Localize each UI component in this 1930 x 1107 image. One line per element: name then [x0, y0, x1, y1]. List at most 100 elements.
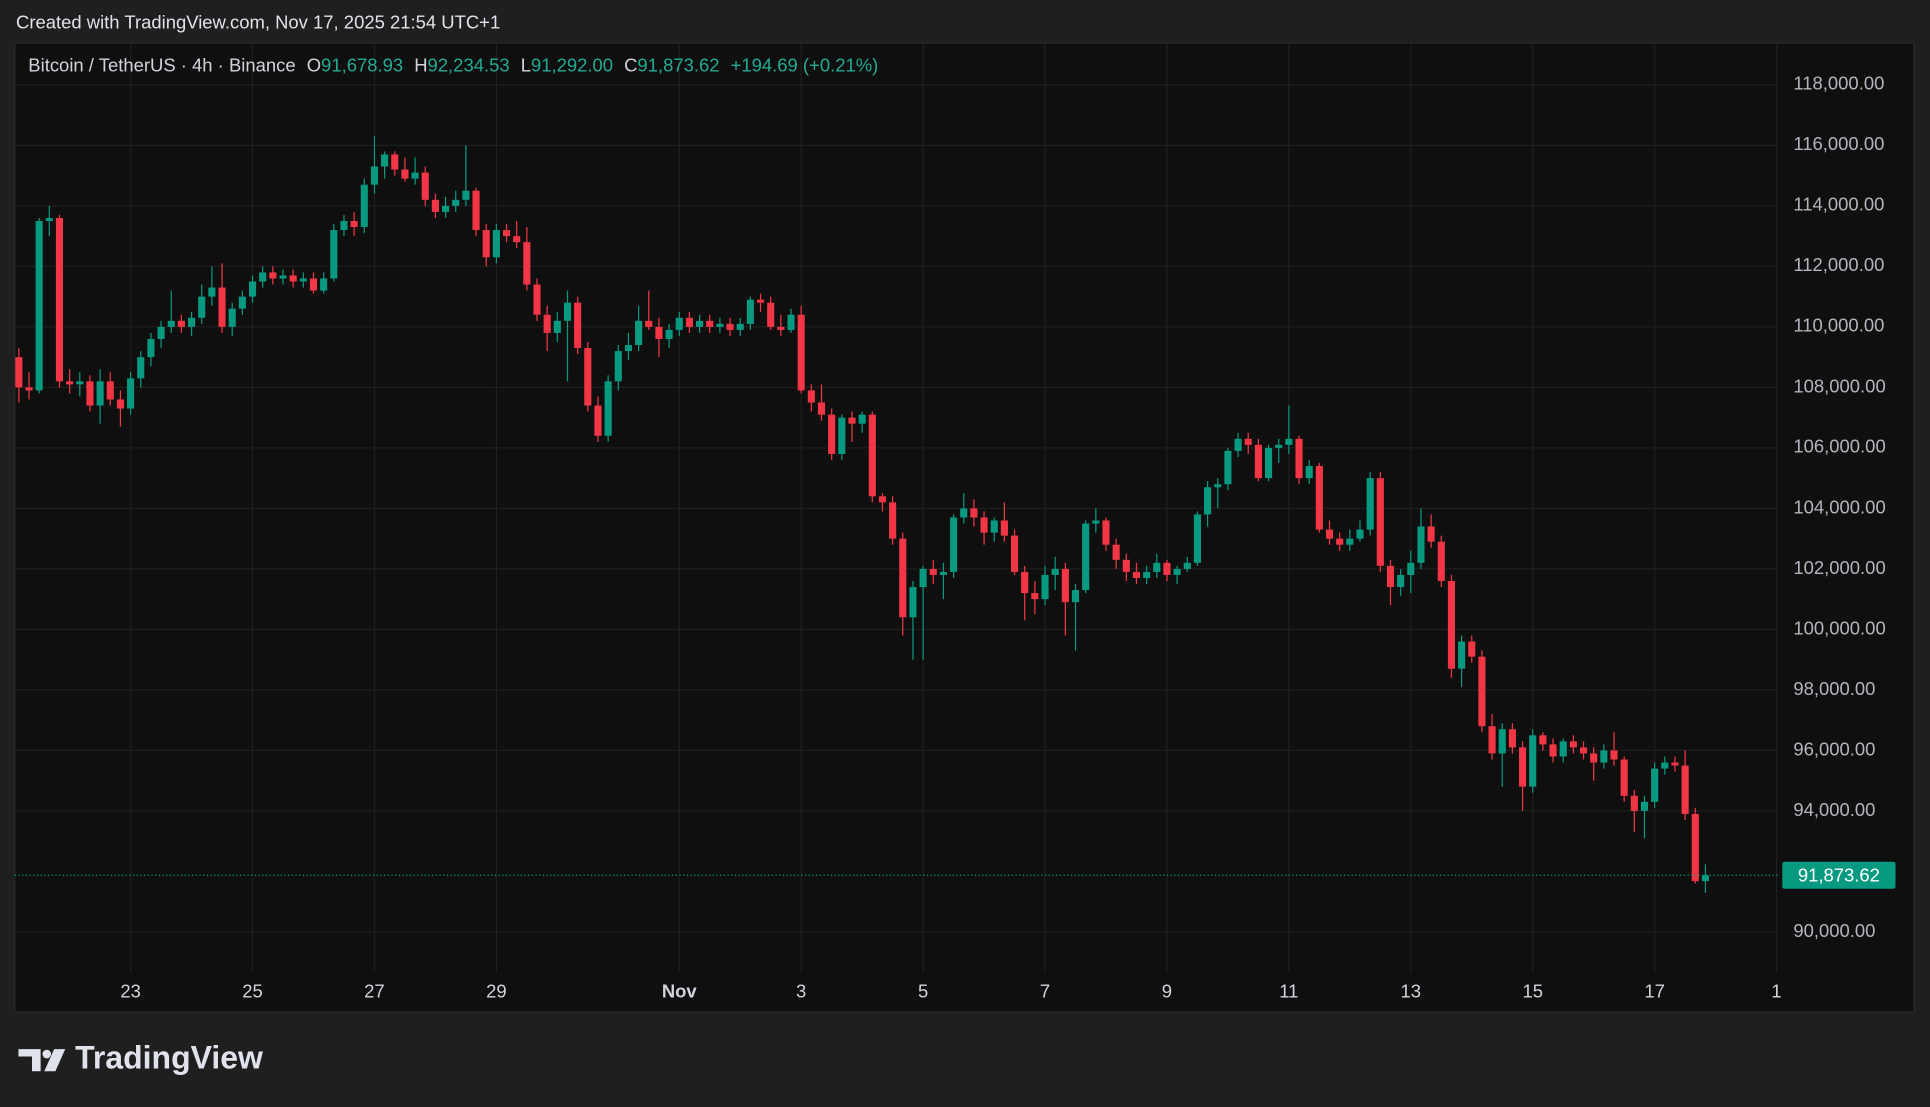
- ohlc-key: H: [414, 54, 427, 75]
- y-tick-label: 116,000.00: [1793, 133, 1884, 154]
- candle-body: [980, 517, 988, 533]
- candle-body: [1620, 759, 1628, 796]
- candle-body: [1153, 562, 1161, 572]
- candle-body: [1041, 574, 1049, 600]
- candle-body: [1254, 444, 1262, 479]
- candle-body: [746, 299, 754, 324]
- y-tick-label: 98,000.00: [1793, 678, 1875, 699]
- y-tick-label: 104,000.00: [1793, 496, 1885, 517]
- candle-body: [45, 217, 53, 221]
- y-tick-label: 90,000.00: [1793, 920, 1875, 941]
- candle-body: [157, 326, 165, 339]
- candle-body: [858, 414, 866, 424]
- candle-body: [269, 272, 277, 279]
- candle-body: [817, 402, 826, 415]
- candle-body: [939, 571, 947, 575]
- candle-body: [655, 326, 663, 339]
- x-tick-label: 23: [120, 980, 141, 1001]
- candle-body: [1529, 735, 1537, 787]
- x-tick-label: Nov: [662, 980, 698, 1001]
- candle-body: [452, 199, 460, 206]
- candle-body: [1275, 444, 1283, 448]
- candle-body: [1579, 747, 1588, 754]
- candle-body: [909, 587, 917, 618]
- candle-body: [1691, 813, 1699, 882]
- candle-body: [1163, 562, 1171, 575]
- candle-body: [1173, 568, 1181, 575]
- candle-body: [218, 287, 226, 327]
- candle-body: [1519, 747, 1527, 787]
- candle-body: [228, 308, 236, 327]
- candle-body: [1590, 753, 1598, 763]
- candle-body: [299, 278, 307, 282]
- candle-body: [1010, 535, 1019, 572]
- candle-body: [1031, 593, 1039, 600]
- candle-body: [665, 329, 673, 339]
- symbol: Bitcoin / TetherUS · 4h · Binance: [28, 54, 295, 75]
- candle-body: [868, 414, 876, 497]
- candle-body: [685, 317, 693, 327]
- candle-body: [828, 414, 836, 454]
- candle-body: [533, 284, 541, 315]
- candle-body: [1478, 656, 1486, 727]
- x-tick-label: 5: [918, 980, 928, 1001]
- candle-body: [1386, 565, 1395, 588]
- candle-body: [1508, 729, 1516, 748]
- candle-body: [1112, 544, 1120, 560]
- change: +194.69 (+0.21%): [731, 54, 879, 75]
- candle-body: [1681, 765, 1689, 814]
- candle-body: [1264, 447, 1273, 479]
- candle-body: [492, 230, 500, 258]
- candle-body: [309, 278, 318, 291]
- candle-body: [624, 345, 633, 352]
- candle-body: [188, 317, 196, 327]
- candle-body: [604, 381, 612, 436]
- candle-body: [838, 417, 846, 454]
- candle-body: [635, 320, 643, 346]
- candle-body: [1600, 750, 1608, 763]
- ohlc-value: 91,678.93: [321, 54, 403, 75]
- candle-body: [1417, 526, 1425, 563]
- candle-body: [1183, 562, 1191, 569]
- candle-body: [401, 169, 409, 179]
- candle-body: [1610, 750, 1618, 760]
- candle-body: [929, 568, 937, 575]
- candle-body: [25, 387, 33, 391]
- ohlc-value: 91,873.62: [637, 54, 719, 75]
- x-tick-label: 11: [1279, 980, 1298, 1001]
- candle-body: [360, 184, 368, 228]
- candle-body: [462, 190, 470, 200]
- candle-body: [421, 172, 429, 200]
- candle-body: [1204, 487, 1212, 515]
- x-tick-label: 3: [796, 980, 806, 1001]
- candle-body: [767, 302, 775, 327]
- candle-body: [381, 154, 389, 167]
- candle-body: [198, 296, 206, 318]
- candle-body: [1061, 568, 1069, 603]
- candle-body: [756, 299, 765, 303]
- candle-body: [513, 236, 521, 243]
- y-tick-label: 102,000.00: [1793, 557, 1885, 578]
- candle-body: [889, 502, 897, 539]
- candle-body: [1651, 768, 1659, 802]
- candle-body: [1397, 574, 1405, 588]
- y-tick-label: 106,000.00: [1793, 436, 1885, 457]
- candle-body: [330, 230, 338, 279]
- candle-body: [1295, 438, 1303, 479]
- candle-body: [726, 323, 734, 330]
- candle-body: [1000, 520, 1008, 536]
- candle-body: [482, 230, 490, 258]
- x-tick-label: 1: [1771, 980, 1781, 1001]
- candle-body: [1051, 568, 1059, 575]
- y-tick-label: 94,000.00: [1793, 799, 1875, 820]
- candle-body: [1427, 526, 1435, 542]
- x-tick-label: 27: [364, 980, 385, 1001]
- candle-body: [553, 320, 561, 333]
- candle-body: [716, 323, 724, 327]
- candle-body: [1346, 538, 1354, 545]
- candle-body: [899, 538, 907, 618]
- candle-body: [777, 326, 785, 330]
- y-tick-label: 114,000.00: [1793, 194, 1884, 215]
- candle-body: [950, 517, 958, 572]
- candle-body: [1661, 762, 1669, 769]
